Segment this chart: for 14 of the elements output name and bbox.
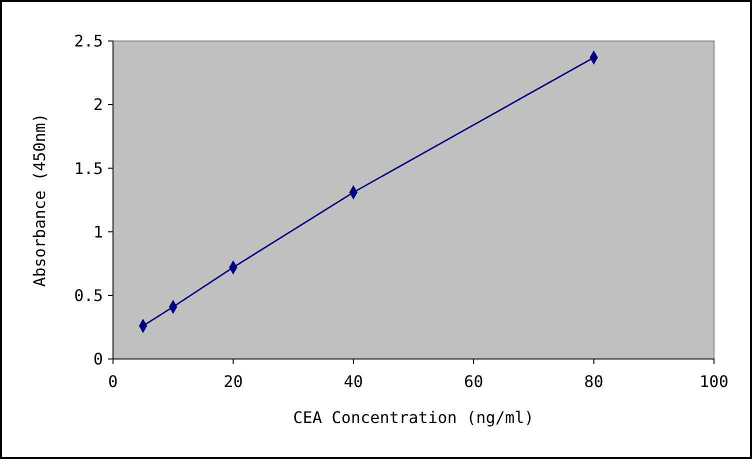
x-axis-title: CEA Concentration (ng/ml) <box>293 408 534 427</box>
x-tick-label: 80 <box>584 372 604 391</box>
y-tick-label: 2.5 <box>74 32 103 51</box>
x-tick-label: 0 <box>108 372 118 391</box>
y-axis-title: Absorbance (450nm) <box>30 113 49 287</box>
x-tick-label: 60 <box>464 372 484 391</box>
x-tick-label: 100 <box>700 372 728 391</box>
x-tick-label: 40 <box>344 372 364 391</box>
y-tick-label: 2 <box>93 95 103 114</box>
y-tick-label: 1 <box>93 222 103 242</box>
y-tick-label: 0 <box>93 350 103 369</box>
y-tick-label: 0.5 <box>74 286 103 305</box>
y-tick-label: 1.5 <box>74 158 103 178</box>
x-tick-label: 20 <box>224 372 243 391</box>
